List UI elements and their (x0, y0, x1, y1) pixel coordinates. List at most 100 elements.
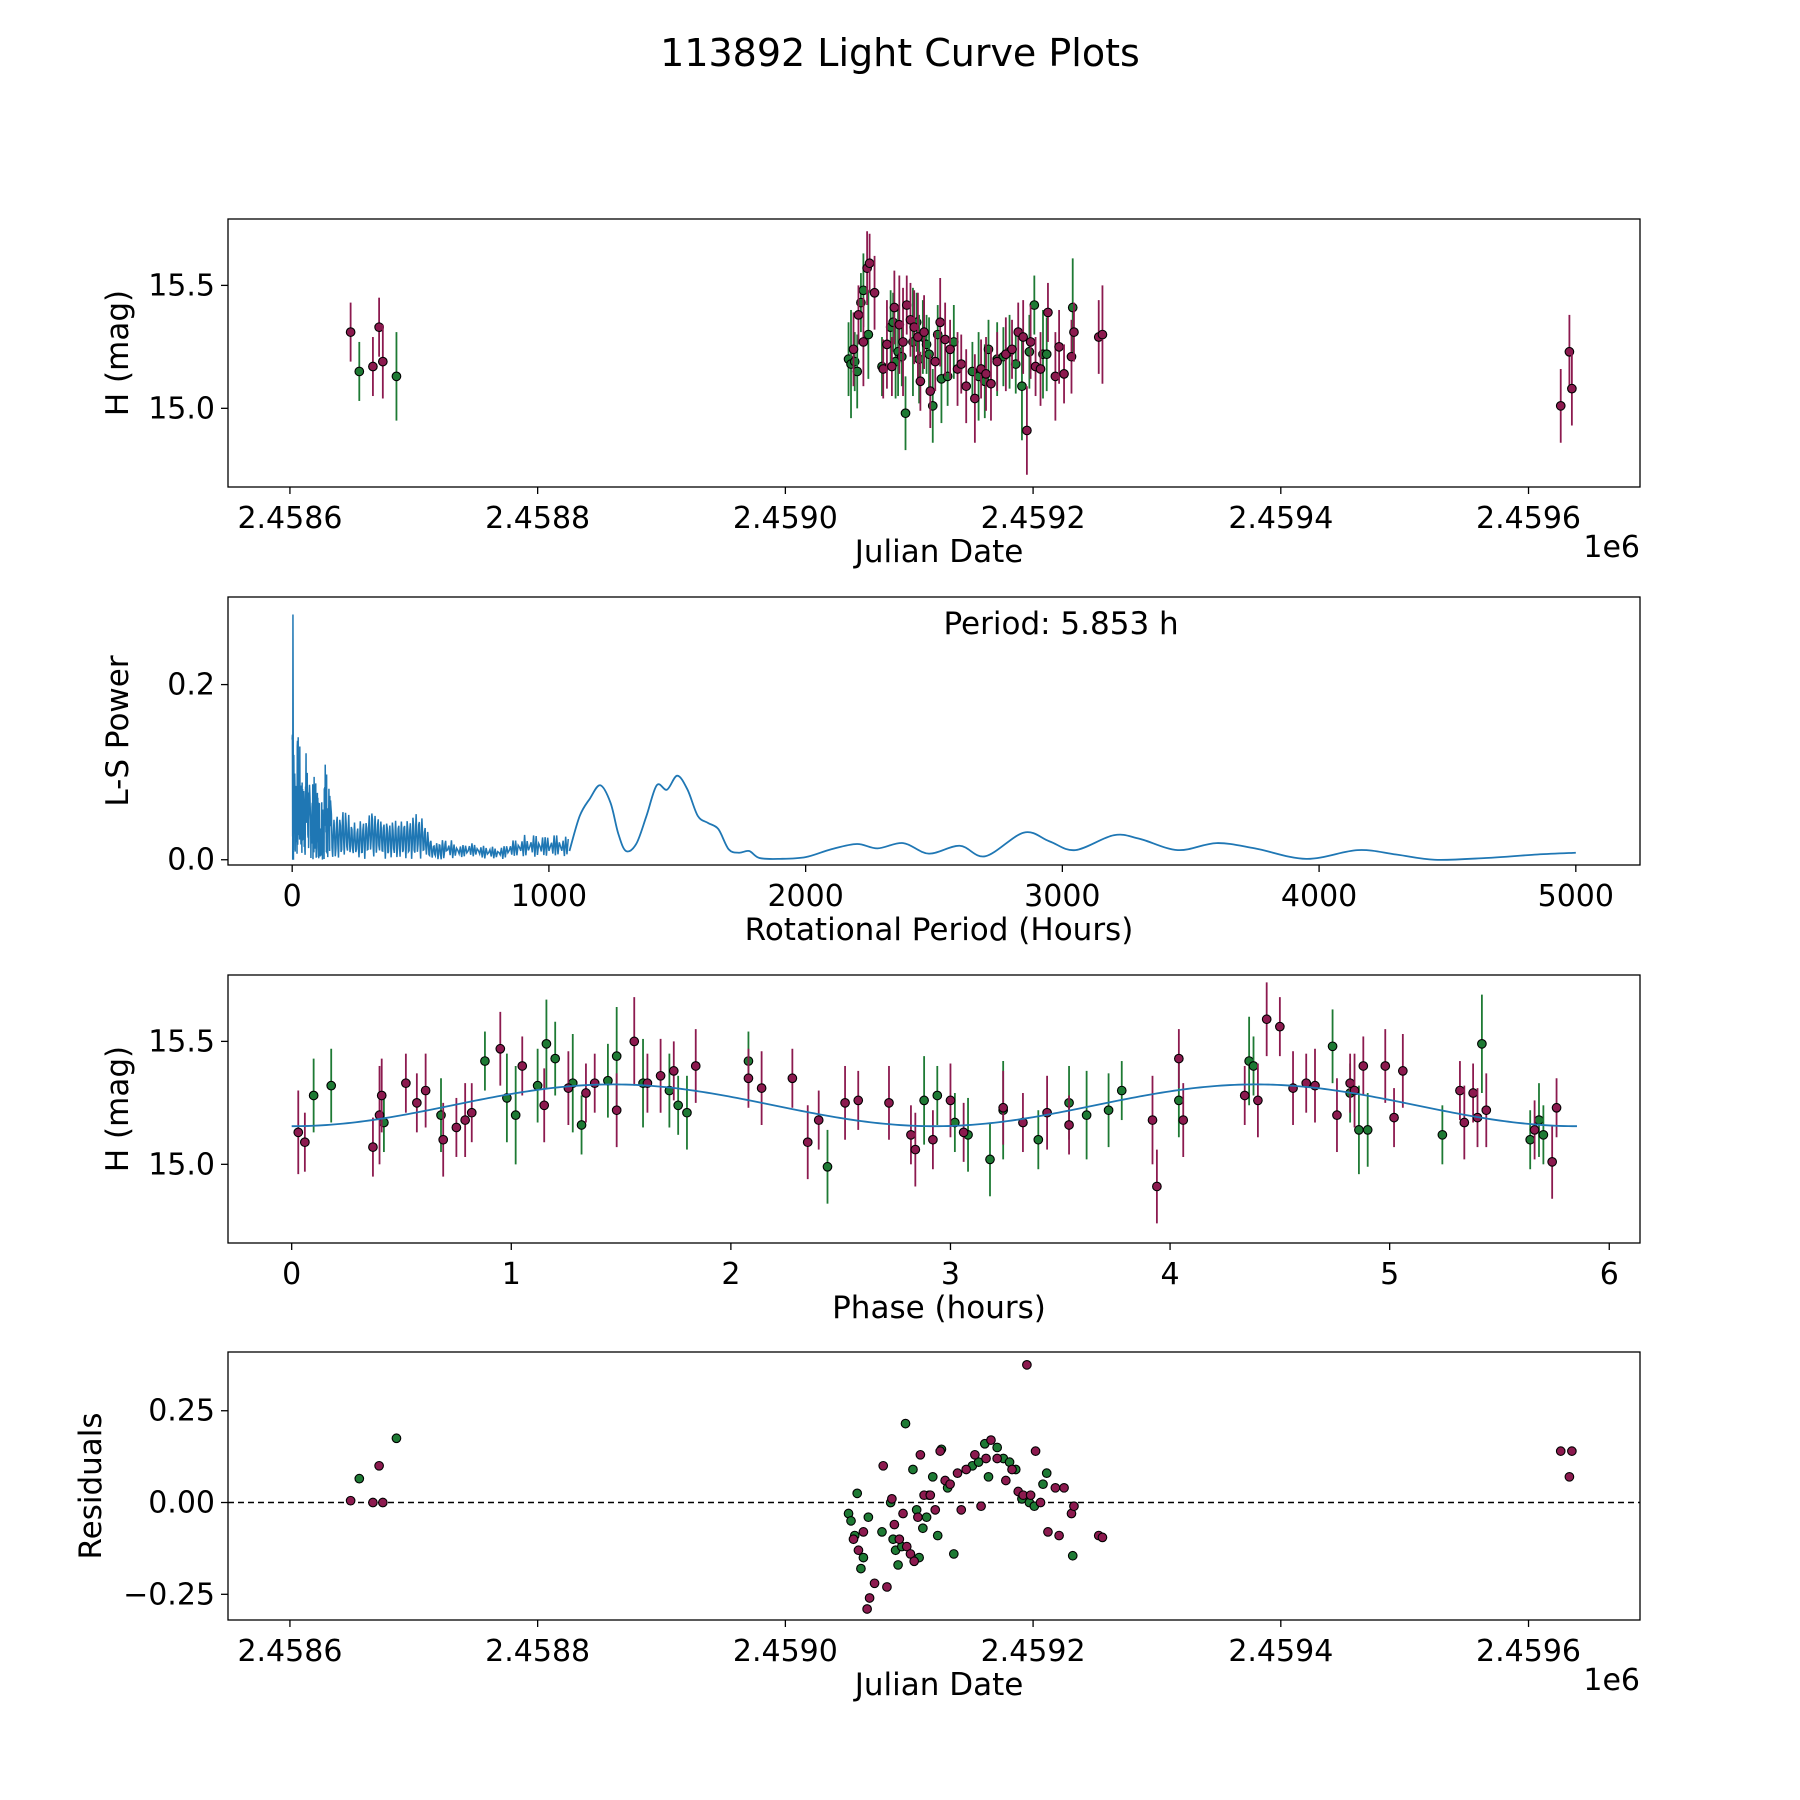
data-point (611, 1051, 622, 1061)
data-point (1152, 1181, 1162, 1192)
data-point (935, 1446, 946, 1456)
axes-frame (227, 974, 1641, 1244)
data-point (293, 1127, 304, 1138)
periodogram-long-period-line (568, 774, 1576, 861)
data-point (1380, 1061, 1391, 1071)
data-point (1054, 1530, 1064, 1541)
data-point (1173, 1095, 1184, 1106)
data-point (864, 258, 875, 269)
fit-curve (291, 1083, 1577, 1128)
data-point (889, 1519, 900, 1530)
data-point (1054, 342, 1064, 352)
data-point (1555, 401, 1566, 411)
data-point (961, 1464, 972, 1475)
data-point (690, 1061, 701, 1071)
data-point (956, 1505, 967, 1515)
data-point (1038, 1479, 1048, 1490)
maroon-series (345, 1359, 1577, 1614)
data-point (1468, 1088, 1478, 1098)
x-tick-label: 0 (282, 1257, 301, 1292)
data-point (1437, 1129, 1448, 1140)
data-point (983, 1471, 994, 1482)
data-point (412, 1098, 422, 1108)
data-point (948, 1549, 959, 1559)
data-point (970, 393, 980, 404)
data-point (858, 1527, 869, 1537)
data-point (1477, 1038, 1487, 1049)
data-point (853, 1545, 864, 1556)
x-tick-label: 2.4588 (485, 501, 590, 536)
data-point (924, 349, 934, 360)
data-point (930, 356, 941, 367)
data-point (1248, 1061, 1259, 1071)
data-point (1033, 1134, 1044, 1145)
data-point (878, 1460, 889, 1471)
data-point (682, 1107, 692, 1118)
data-point (391, 1433, 402, 1444)
data-point (887, 361, 897, 372)
data-point (853, 310, 864, 320)
data-point (1525, 1134, 1536, 1145)
data-point (326, 1080, 337, 1091)
y-tick-label: 15.0 (148, 1147, 215, 1182)
figure-title: 113892 Light Curve Plots (660, 31, 1140, 75)
axes-frame (227, 218, 1641, 488)
data-point (925, 386, 936, 396)
data-point (992, 1453, 1003, 1464)
data-point (368, 1497, 378, 1508)
x-tick-label: 2.4586 (237, 1634, 342, 1669)
data-point (480, 1056, 490, 1066)
x-tick-label: 2.4594 (1228, 501, 1333, 536)
data-point (958, 1127, 969, 1138)
data-point (1354, 1125, 1364, 1135)
data-point (451, 1122, 462, 1133)
x-axis-label: Phase (hours) (832, 1290, 1046, 1326)
data-point (906, 1129, 916, 1140)
data-point (1538, 1129, 1549, 1140)
data-point (1081, 1110, 1092, 1120)
data-point (927, 1471, 938, 1482)
data-point (1567, 383, 1577, 394)
data-point (1069, 327, 1079, 337)
x-tick-label: 2.4596 (1476, 501, 1581, 536)
x-tick-label: 2000 (767, 879, 843, 914)
data-point (918, 1523, 928, 1534)
data-point (517, 1061, 528, 1071)
data-point (377, 1497, 388, 1508)
data-point (887, 1493, 897, 1504)
data-point (910, 1144, 921, 1155)
data-point (882, 1582, 892, 1592)
data-point (858, 337, 869, 347)
data-point (915, 376, 926, 387)
data-point (893, 1560, 903, 1570)
x-tick-label: 2.4592 (981, 1634, 1086, 1669)
y-tick-label: 0.00 (148, 1486, 215, 1521)
data-point (466, 1107, 477, 1118)
data-point (877, 1527, 887, 1537)
y-tick-label: 15.0 (148, 391, 215, 426)
data-point (1041, 349, 1052, 360)
y-axis-label: H (mag) (100, 1046, 136, 1172)
green-series (308, 994, 1549, 1204)
y-tick-label: −0.25 (123, 1577, 215, 1612)
y-axis-label: Residuals (73, 1412, 109, 1559)
phase-folded-panel: 0 1 2 3 4 5 6 15.0 15.5 Phase (hours) H (mag) (100, 974, 1641, 1326)
data-point (1050, 1482, 1061, 1493)
data-point (1059, 1482, 1069, 1493)
data-point (1178, 1115, 1189, 1125)
data-point (1000, 1475, 1011, 1486)
data-point (981, 369, 991, 379)
axes-frame (227, 1351, 1641, 1621)
data-point (1035, 364, 1046, 374)
data-point (1067, 302, 1078, 313)
data-point (581, 1088, 591, 1098)
data-point (1261, 1014, 1272, 1025)
data-point (1024, 346, 1035, 357)
data-point (1253, 1095, 1263, 1106)
y-tick-label: 15.5 (148, 1024, 215, 1059)
data-point (921, 1512, 932, 1523)
data-point (376, 1090, 387, 1101)
data-point (882, 339, 892, 350)
data-point (986, 378, 996, 389)
